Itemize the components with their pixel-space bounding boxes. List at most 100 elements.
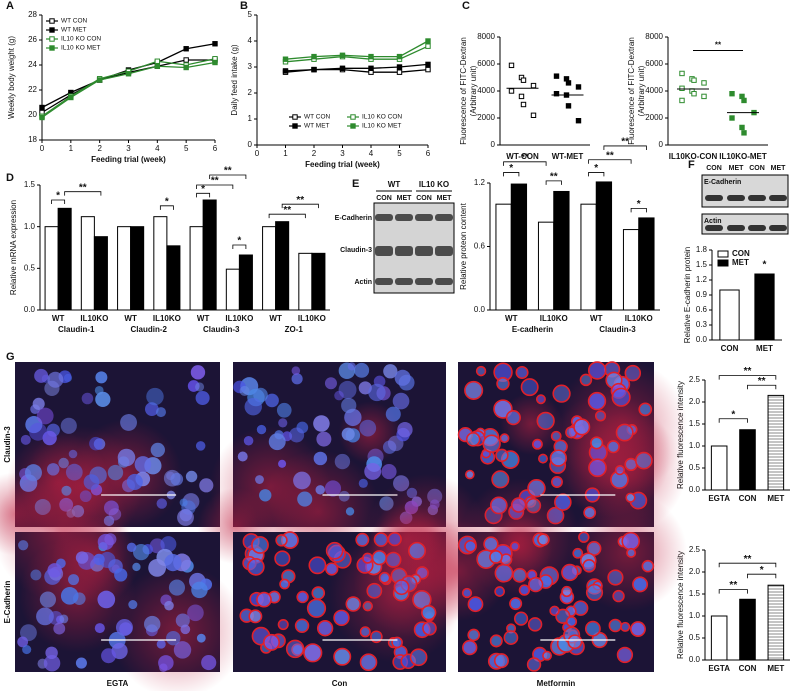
cell [572,547,584,559]
column-label: Metformin [537,679,576,688]
legend-swatch [717,259,729,267]
group-label: Claudin-1 [58,325,95,334]
sig-bracket [718,418,748,423]
blot-lane: CON [749,165,765,172]
cell [494,563,514,583]
group-label: E-cadherin [512,325,553,334]
sig-label: * [56,191,60,202]
x-tick-label: 6 [426,149,431,158]
row-label: Claudin-3 [3,426,12,463]
cell [156,639,166,649]
data-point [212,41,218,47]
cell [275,534,288,547]
cell [39,591,56,608]
cell [278,418,288,428]
cell [370,630,383,644]
y-tick-label: 1.8 [696,245,708,254]
cell [536,411,555,431]
cell [170,472,184,486]
cell [294,618,310,633]
cell [251,536,269,554]
cell [333,609,350,626]
bar [166,245,181,311]
panel-label: A [6,0,14,12]
data-point [701,80,707,86]
cell [341,397,357,414]
cell [505,410,521,426]
cell [155,407,166,418]
cell [201,654,217,671]
y-axis-title: (Arbitrary unit) [469,65,478,116]
cell [515,365,529,380]
y-tick-label: 0 [491,140,496,149]
x-tick-label: 4 [369,149,374,158]
blot-group: WT [388,180,401,189]
cell [293,471,311,490]
data-point [282,56,289,62]
cell [89,436,103,451]
legend-marker [350,123,356,129]
cell [306,598,327,618]
y-tick-label: 8000 [645,32,663,41]
blot-protein: E-Cadherin [335,215,372,222]
bar [710,615,728,661]
data-point [530,82,537,89]
y-tick-label: 0 [659,140,664,149]
bar [80,216,95,311]
cell [47,371,64,388]
bar [710,445,728,491]
cell [573,418,591,436]
bar [44,226,59,311]
cell [347,362,356,371]
cell [373,532,389,547]
bar [553,190,570,311]
y-tick-label: 5 [248,10,253,19]
cell [489,634,503,648]
data-point [565,80,572,86]
cell [296,590,309,604]
y-tick-label: 0.0 [24,305,36,314]
cell [150,442,165,458]
cell [32,397,45,410]
sig-bracket [268,213,306,219]
x-tick-label: CON [721,344,739,353]
y-tick-label: 4 [248,36,253,45]
bar [202,199,217,311]
cell [276,402,292,418]
y-tick-label: 1.5 [24,180,36,189]
cell [594,410,607,422]
x-tick-label: 0 [40,144,45,153]
cell [371,550,387,566]
group-label: Claudin-2 [131,325,168,334]
data-point [339,52,346,58]
y-tick-label: 2 [248,88,253,97]
cell [354,362,370,378]
cell [397,422,413,438]
sig-bracket [747,384,777,390]
cell [565,615,578,628]
cell [496,376,510,391]
blot-band [435,246,453,256]
cell [179,508,193,522]
cell [36,407,54,425]
cell [104,533,117,546]
cell [132,562,141,572]
cell [626,547,637,558]
cell [345,507,355,516]
y-axis-title: Daily feed intake (g) [230,44,239,115]
blot-group: IL10 KO [419,180,449,189]
x-tick-label: 6 [213,144,218,153]
sig-label: ** [744,366,752,377]
blot-band [375,278,393,285]
cell [291,366,301,375]
cell [173,641,192,659]
data-point [691,91,697,97]
y-tick-label: 28 [28,10,37,19]
cell [494,586,505,597]
bar [262,226,277,311]
data-point [425,38,431,44]
cell [313,415,330,432]
x-tick-label: WT [590,314,603,323]
data-point [68,94,74,101]
cell [81,392,94,405]
